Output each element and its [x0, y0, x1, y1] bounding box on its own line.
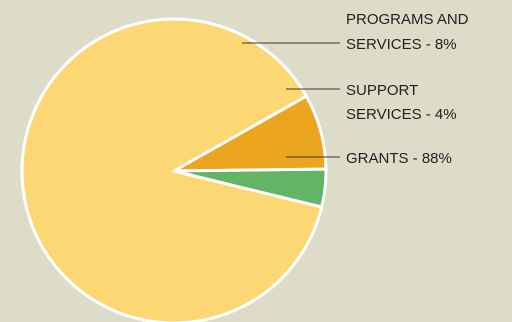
pie-slices: [20, 17, 328, 322]
leader-lines: [242, 42, 340, 158]
slice-label-1-line-1: SERVICES - 8%: [346, 36, 457, 53]
slice-label-2-line-0: SUPPORT: [346, 82, 418, 99]
slice-label-1-line-0: PROGRAMS AND: [346, 11, 469, 28]
slice-label-2-line-1: SERVICES - 4%: [346, 106, 457, 123]
slice-labels: GRANTS - 88% PROGRAMS AND SERVICES - 8% SUP…: [346, 11, 469, 167]
slice-label-0-line-0: GRANTS - 88%: [346, 150, 452, 167]
pie-slice-0: [20, 17, 324, 322]
pie-slice-2: [172, 167, 328, 209]
